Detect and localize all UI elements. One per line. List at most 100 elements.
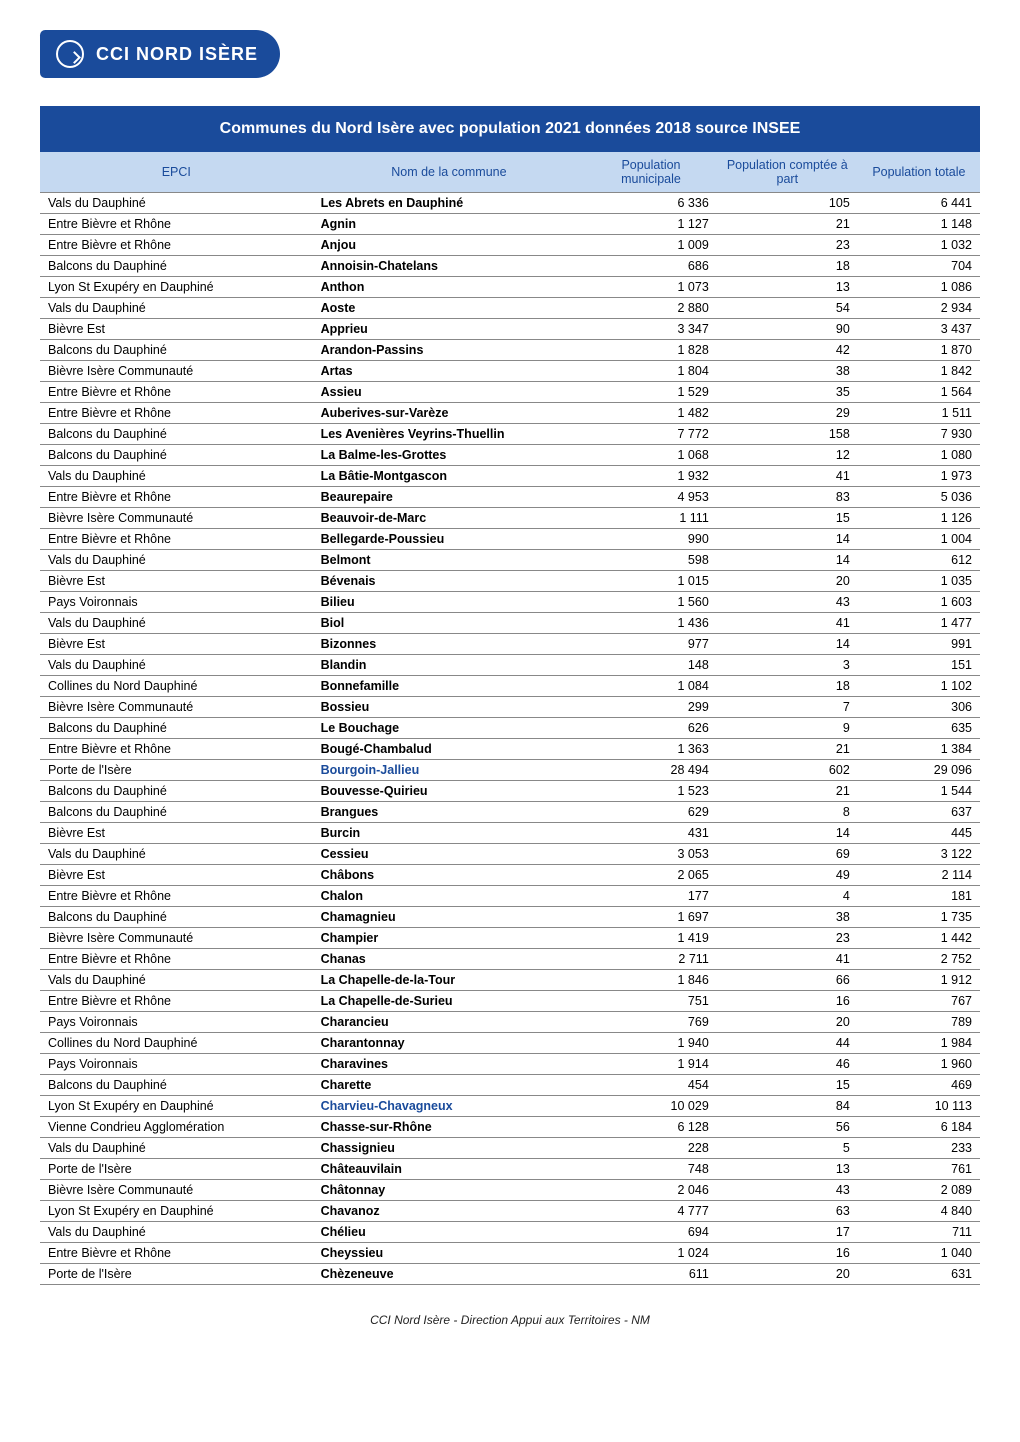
cell-epci: Bièvre Isère Communauté <box>40 1180 313 1201</box>
cell-epci: Entre Bièvre et Rhône <box>40 739 313 760</box>
page-title: Communes du Nord Isère avec population 2… <box>40 106 980 152</box>
cell-value: 629 <box>585 802 717 823</box>
cell-value: 1 940 <box>585 1033 717 1054</box>
cell-commune: Bévenais <box>313 571 586 592</box>
cell-value: 2 046 <box>585 1180 717 1201</box>
cell-value: 1 073 <box>585 277 717 298</box>
cell-value: 306 <box>858 697 980 718</box>
cell-commune: Bilieu <box>313 592 586 613</box>
cell-value: 38 <box>717 361 858 382</box>
table-row: Bièvre EstApprieu3 347903 437 <box>40 319 980 340</box>
cell-epci: Entre Bièvre et Rhône <box>40 1243 313 1264</box>
col-commune: Nom de la commune <box>313 152 586 193</box>
cell-commune: Agnin <box>313 214 586 235</box>
table-row: Balcons du DauphinéLes Avenières Veyrins… <box>40 424 980 445</box>
table-row: Bièvre Isère CommunautéArtas1 804381 842 <box>40 361 980 382</box>
cell-epci: Collines du Nord Dauphiné <box>40 676 313 697</box>
cell-commune: Beaurepaire <box>313 487 586 508</box>
cell-value: 704 <box>858 256 980 277</box>
cell-value: 233 <box>858 1138 980 1159</box>
table-row: Vals du DauphinéChassignieu2285233 <box>40 1138 980 1159</box>
cell-value: 43 <box>717 592 858 613</box>
cell-value: 769 <box>585 1012 717 1033</box>
cell-commune: Chalon <box>313 886 586 907</box>
cell-value: 4 777 <box>585 1201 717 1222</box>
table-row: Vals du DauphinéLa Chapelle-de-la-Tour1 … <box>40 970 980 991</box>
cell-value: 181 <box>858 886 980 907</box>
cell-value: 1 973 <box>858 466 980 487</box>
table-row: Vienne Condrieu AgglomérationChasse-sur-… <box>40 1117 980 1138</box>
cell-value: 54 <box>717 298 858 319</box>
cell-value: 20 <box>717 1264 858 1285</box>
cell-value: 16 <box>717 991 858 1012</box>
cell-value: 1 009 <box>585 235 717 256</box>
cell-epci: Vals du Dauphiné <box>40 550 313 571</box>
cell-epci: Pays Voironnais <box>40 1054 313 1075</box>
cell-value: 43 <box>717 1180 858 1201</box>
cell-value: 694 <box>585 1222 717 1243</box>
cell-value: 7 <box>717 697 858 718</box>
cell-epci: Entre Bièvre et Rhône <box>40 886 313 907</box>
cell-commune: Chassignieu <box>313 1138 586 1159</box>
cell-commune: Charvieu-Chavagneux <box>313 1096 586 1117</box>
cell-epci: Pays Voironnais <box>40 1012 313 1033</box>
table-row: Vals du DauphinéAoste2 880542 934 <box>40 298 980 319</box>
cell-value: 2 752 <box>858 949 980 970</box>
cell-value: 611 <box>585 1264 717 1285</box>
cell-value: 56 <box>717 1117 858 1138</box>
cell-value: 3 <box>717 655 858 676</box>
cell-epci: Vals du Dauphiné <box>40 970 313 991</box>
cell-value: 1 126 <box>858 508 980 529</box>
cell-value: 177 <box>585 886 717 907</box>
table-row: Vals du DauphinéCessieu3 053693 122 <box>40 844 980 865</box>
table-row: Entre Bièvre et RhôneBeaurepaire4 953835… <box>40 487 980 508</box>
cell-commune: Chèzeneuve <box>313 1264 586 1285</box>
cell-value: 1 984 <box>858 1033 980 1054</box>
cell-value: 21 <box>717 214 858 235</box>
cell-commune: Belmont <box>313 550 586 571</box>
cell-value: 1 086 <box>858 277 980 298</box>
cell-epci: Balcons du Dauphiné <box>40 907 313 928</box>
table-row: Balcons du DauphinéLe Bouchage6269635 <box>40 718 980 739</box>
cell-epci: Pays Voironnais <box>40 592 313 613</box>
cell-commune: Charantonnay <box>313 1033 586 1054</box>
cell-value: 1 828 <box>585 340 717 361</box>
table-row: Entre Bièvre et RhôneChalon1774181 <box>40 886 980 907</box>
cell-value: 6 128 <box>585 1117 717 1138</box>
cell-value: 991 <box>858 634 980 655</box>
cell-epci: Bièvre Isère Communauté <box>40 697 313 718</box>
cell-epci: Vienne Condrieu Agglomération <box>40 1117 313 1138</box>
cell-epci: Bièvre Isère Communauté <box>40 361 313 382</box>
cell-value: 1 148 <box>858 214 980 235</box>
cell-epci: Bièvre Est <box>40 865 313 886</box>
cell-value: 1 477 <box>858 613 980 634</box>
table-row: Entre Bièvre et RhôneChanas2 711412 752 <box>40 949 980 970</box>
cell-value: 612 <box>858 550 980 571</box>
cell-epci: Bièvre Isère Communauté <box>40 928 313 949</box>
cell-value: 49 <box>717 865 858 886</box>
cell-epci: Vals du Dauphiné <box>40 655 313 676</box>
cell-epci: Lyon St Exupéry en Dauphiné <box>40 277 313 298</box>
cell-value: 637 <box>858 802 980 823</box>
cell-value: 105 <box>717 193 858 214</box>
cell-commune: Châtonnay <box>313 1180 586 1201</box>
cell-value: 431 <box>585 823 717 844</box>
table-row: Entre Bièvre et RhôneLa Chapelle-de-Suri… <box>40 991 980 1012</box>
cell-value: 469 <box>858 1075 980 1096</box>
cell-value: 751 <box>585 991 717 1012</box>
table-row: Lyon St Exupéry en DauphinéChavanoz4 777… <box>40 1201 980 1222</box>
cell-value: 38 <box>717 907 858 928</box>
cell-value: 42 <box>717 340 858 361</box>
cell-value: 598 <box>585 550 717 571</box>
cell-value: 1 697 <box>585 907 717 928</box>
table-row: Porte de l'IsèreChèzeneuve61120631 <box>40 1264 980 1285</box>
cell-commune: Cessieu <box>313 844 586 865</box>
cell-value: 1 529 <box>585 382 717 403</box>
cell-commune: Bouvesse-Quirieu <box>313 781 586 802</box>
cell-value: 1 363 <box>585 739 717 760</box>
cell-epci: Bièvre Isère Communauté <box>40 508 313 529</box>
cell-value: 17 <box>717 1222 858 1243</box>
cell-epci: Porte de l'Isère <box>40 1159 313 1180</box>
cell-commune: Anjou <box>313 235 586 256</box>
cell-value: 9 <box>717 718 858 739</box>
